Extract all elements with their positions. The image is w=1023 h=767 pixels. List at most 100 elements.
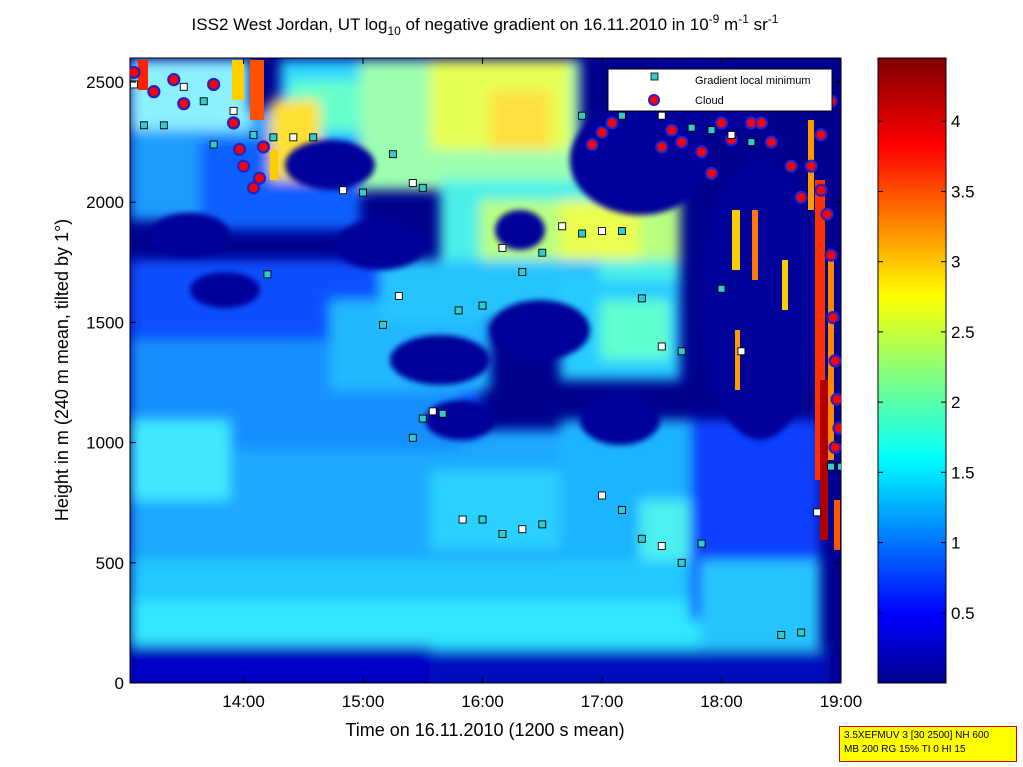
colorbar-tick-label: 4 (951, 112, 960, 131)
colorbar-axis: 0.5 1 1.5 2 2.5 3 3.5 4 (878, 112, 975, 623)
cloud-point (694, 145, 709, 159)
colorbar-tick-label: 2 (951, 393, 960, 412)
gradient-minimum-point (249, 130, 258, 139)
y-tick-label: 1000 (86, 434, 124, 453)
y-tick-label: 2000 (86, 193, 124, 212)
gradient-minimum-point (617, 227, 626, 236)
gradient-minimum-point (498, 243, 507, 252)
x-axis: 14:00 15:00 16:00 17:00 18:00 19:00 (222, 58, 862, 711)
gradient-minimum-point (687, 123, 696, 132)
gradient-minimum-point (229, 106, 238, 115)
legend-box (607, 68, 833, 112)
gradient-minimum-point (617, 111, 626, 120)
colorbar-tick-label: 3 (951, 253, 960, 272)
colorbar-tick-label: 2.5 (951, 323, 975, 342)
gradient-minimum-point (388, 150, 397, 159)
gradient-minimum-point (827, 462, 835, 471)
gradient-minimum-point (657, 542, 666, 550)
colorbar-tick-label: 3.5 (951, 182, 975, 201)
gradient-minimum-point (518, 267, 527, 276)
cloud-point (828, 440, 841, 455)
x-tick-label: 15:00 (342, 692, 385, 711)
cloud-point (784, 159, 798, 173)
cloud-point (830, 392, 841, 406)
gradient-minimum-point (458, 515, 467, 524)
y-tick-label: 1500 (86, 313, 124, 332)
plot-frame (129, 57, 842, 684)
settings-infobox: 3.5XEFMUV 3 [30 2500] NH 600 MB 200 RG 1… (839, 726, 1017, 762)
x-axis-label: Time on 16.11.2010 (1200 s mean) (345, 720, 624, 740)
cloud-point (826, 311, 840, 325)
cloud-point (585, 137, 599, 152)
chart-title: ISS2 West Jordan, UT log10 of negative g… (192, 12, 779, 38)
cloud-point (814, 128, 828, 142)
cloud-point (147, 85, 161, 99)
cloud-point (167, 73, 181, 87)
y-tick-label: 500 (96, 554, 124, 573)
y-axis: 0 500 1000 1500 2000 2500 (86, 73, 841, 693)
gradient-minimum-point (498, 530, 507, 538)
cloud-point (246, 181, 261, 195)
heatmap-field (130, 58, 841, 683)
gradient-minimum-point (269, 133, 278, 142)
gradient-minimum-point (378, 320, 387, 329)
gradient-minimum-point (418, 183, 427, 192)
gradient-minimum-point (598, 227, 606, 236)
gradient-minimum-point (637, 294, 646, 303)
gradient-minimum-point (837, 462, 841, 471)
infobox-line-2: MB 200 RG 15% TI 0 HI 15 (844, 744, 966, 755)
gradient-minimum-point (777, 630, 786, 639)
gradient-minimum-point (578, 111, 587, 120)
gradient-minimum-point (558, 222, 567, 231)
legend-label-gradient: Gradient local minimum (695, 75, 811, 87)
gradient-minimum-point (139, 121, 148, 130)
cloud-point (824, 248, 838, 262)
gradient-minimum-point (428, 407, 437, 416)
cloud-point (655, 140, 669, 154)
cloud-point (605, 116, 619, 130)
cloud-point (595, 125, 609, 140)
gradient-minimum-point (598, 491, 606, 500)
gradient-minimum-point (717, 284, 726, 293)
cloud-point (764, 135, 778, 149)
cloud-point (232, 142, 247, 156)
gradient-minimum-point (813, 508, 822, 517)
x-tick-label: 16:00 (461, 692, 504, 711)
cloud-point (177, 97, 191, 111)
y-axis-label: Height in m (240 m mean, tilted by 1°) (52, 219, 72, 521)
gradient-minimum-point (438, 409, 447, 418)
gradient-minimum-point (159, 121, 168, 130)
x-tick-label: 17:00 (581, 692, 624, 711)
cloud-point (804, 159, 818, 173)
y-tick-label: 0 (115, 674, 124, 693)
gradient-minimum-point (617, 505, 626, 514)
x-tick-label: 14:00 (222, 692, 265, 711)
cloud-point (207, 77, 221, 92)
gradient-minimum-point (538, 520, 547, 529)
gradient-minimum-point (339, 186, 348, 195)
gradient-minimum-point (130, 80, 138, 89)
x-tick-label: 19:00 (820, 692, 863, 711)
cloud-point (794, 190, 808, 205)
cloud-point (814, 183, 828, 197)
legend-label-cloud: Cloud (695, 95, 724, 107)
cloud-point (675, 135, 689, 149)
gradient-minimum-point (518, 525, 527, 534)
cloud-point (236, 159, 251, 173)
gradient-minimum-point (209, 140, 218, 149)
cloud-point (714, 116, 729, 130)
colorbar-tick-label: 1 (951, 534, 960, 553)
gradient-minimum-point (478, 515, 487, 524)
x-tick-label: 18:00 (700, 692, 743, 711)
gradient-minimum-point (538, 248, 547, 257)
gradient-minimum-point (657, 342, 666, 351)
legend-circle-icon (648, 94, 660, 106)
gradient-minimum-point (408, 179, 417, 187)
gradient-minimum-point (478, 301, 487, 310)
cloud-point (130, 65, 141, 80)
gradient-minimum-point (697, 539, 706, 548)
cloud-point (754, 116, 768, 130)
gradient-minimum-point (727, 130, 736, 139)
legend: Gradient local minimum Cloud (607, 68, 833, 112)
